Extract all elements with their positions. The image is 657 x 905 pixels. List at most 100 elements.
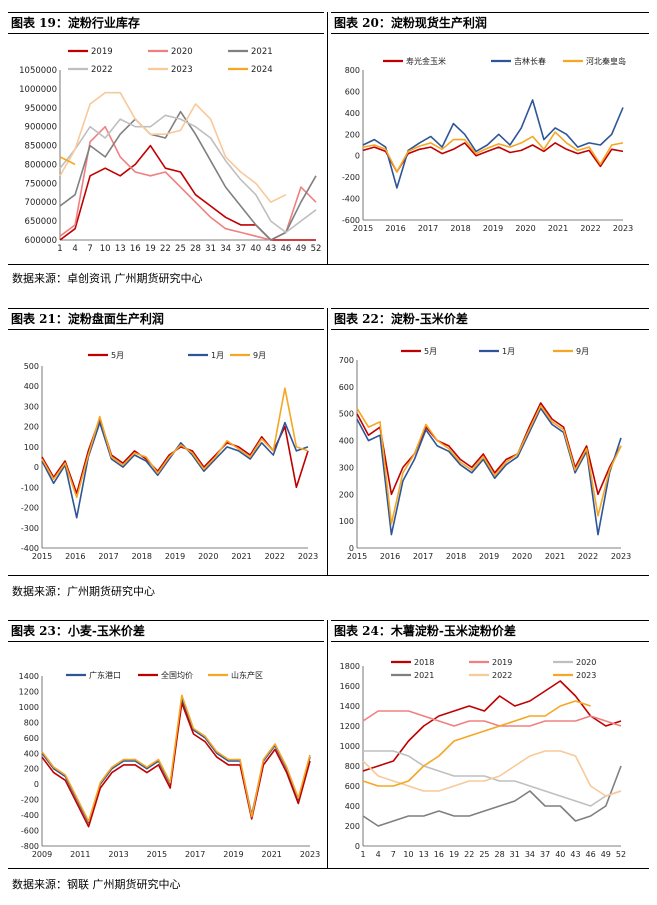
c23-series-广东港口 — [41, 698, 311, 824]
c20-series-河北秦皇岛 — [362, 131, 624, 173]
c22-ytick-label: 700 — [339, 356, 354, 365]
c22-series-9月 — [356, 404, 622, 525]
c23-ytick-label: 1000 — [19, 703, 39, 712]
c22-series-5月 — [356, 402, 622, 496]
c19-xtick-label: 37 — [235, 244, 246, 254]
c21-series-5月 — [41, 417, 309, 495]
c24-xtick-label: 1 — [360, 850, 365, 859]
c22-xtick-label: 2019 — [479, 552, 499, 561]
c24-xtick-label: 49 — [601, 850, 611, 859]
c24-xtick-label: 31 — [510, 850, 520, 859]
c23-ytick-label: 0 — [34, 780, 39, 789]
row3-bottom-rule — [8, 868, 649, 869]
c22-ytick-label: 500 — [339, 410, 354, 419]
c19-legend-label: 2020 — [171, 47, 193, 57]
c19-ytick-label: 700000 — [25, 198, 57, 208]
c19-xtick-label: 13 — [115, 244, 126, 254]
c22-legend-label: 1月 — [502, 347, 515, 356]
c19-xtick-label: 22 — [160, 244, 171, 254]
chart-20: -600 -400 -200 0 200 400 600 800 2015 2016 2017 201… — [342, 56, 633, 233]
c19-legend-label: 2021 — [251, 47, 273, 57]
c21-legend-label: 9月 — [253, 351, 266, 360]
c21-ytick-label: 300 — [24, 402, 39, 411]
c21-xtick-label: 2021 — [231, 552, 251, 561]
chart-19-header: 图表 19：淀粉行业库存 — [8, 12, 324, 34]
c19-xtick-label: 4 — [72, 244, 77, 254]
c24-legend-label: 2018 — [414, 658, 434, 667]
c21-xtick-label: 2022 — [265, 552, 285, 561]
c24-ytick-label: 1800 — [340, 662, 360, 671]
c23-xtick-label: 2015 — [147, 850, 167, 859]
c22-ytick-label: 200 — [339, 490, 354, 499]
c23-ytick-label: -600 — [21, 827, 39, 836]
c24-ytick-label: 200 — [345, 822, 360, 831]
c19-ytick-label: 850000 — [25, 142, 57, 152]
c24-legend-label: 2019 — [492, 658, 512, 667]
c19-ytick-label: 800000 — [25, 160, 57, 170]
c20-ytick-label: 0 — [355, 152, 360, 161]
c24-xtick-label: 19 — [449, 850, 459, 859]
c22-ytick-label: 400 — [339, 437, 354, 446]
c20-xtick-label: 2018 — [450, 224, 470, 233]
c24-series-2023 — [362, 700, 591, 787]
c22-ytick-label: 600 — [339, 383, 354, 392]
c24-ytick-label: 1000 — [340, 742, 360, 751]
c19-xtick-label: 1 — [57, 244, 62, 254]
c20-ytick-label: 400 — [345, 109, 360, 118]
c24-series-2022 — [362, 750, 622, 797]
c24-legend-label: 2022 — [492, 671, 512, 680]
c20-xtick-label: 2020 — [515, 224, 535, 233]
row2-divider — [327, 308, 328, 575]
chart-23-header: 图表 23：小麦-玉米价差 — [8, 620, 324, 642]
c24-xtick-label: 46 — [586, 850, 596, 859]
c21-ytick-label: -200 — [21, 504, 39, 513]
c24-ytick-label: 0 — [355, 842, 360, 851]
c24-xtick-label: 25 — [479, 850, 489, 859]
c23-xtick-label: 2019 — [223, 850, 243, 859]
source-row2: 数据来源：广州期货研究中心 — [12, 585, 155, 598]
c19-legend-label: 2019 — [91, 47, 113, 57]
c19-legend-label: 2024 — [251, 65, 273, 75]
row1-bottom-rule — [8, 264, 649, 265]
c21-ytick-label: -400 — [21, 544, 39, 553]
c20-ytick-label: -600 — [342, 216, 360, 225]
c20-xtick-label: 2021 — [548, 224, 568, 233]
c23-ytick-label: 600 — [24, 734, 39, 743]
c19-xtick-label: 40 — [250, 244, 261, 254]
c19-xtick-label: 19 — [145, 244, 156, 254]
c19-ytick-label: 900000 — [25, 123, 57, 133]
c23-ytick-label: -200 — [21, 796, 39, 805]
c22-ytick-label: 0 — [349, 544, 354, 553]
c23-xtick-label: 2009 — [32, 850, 52, 859]
c20-ytick-label: -400 — [342, 195, 360, 204]
source-row3: 数据来源：钢联 广州期货研究中心 — [12, 878, 181, 891]
c24-series-2018 — [362, 680, 622, 772]
c19-xtick-label: 43 — [265, 244, 276, 254]
c19-ytick-label: 750000 — [25, 179, 57, 189]
c24-ytick-label: 600 — [345, 782, 360, 791]
c24-xtick-label: 7 — [391, 850, 396, 859]
c23-ytick-label: -800 — [21, 842, 39, 851]
c24-ytick-label: 800 — [345, 762, 360, 771]
chart-20-header: 图表 20：淀粉现货生产利润 — [331, 12, 649, 34]
c23-ytick-label: 1400 — [19, 672, 39, 681]
chart-22: 0 100 200 300 400 500 600 700 2015 2016 2017 2018 20… — [339, 347, 631, 561]
c23-legend-label: 全国均价 — [161, 670, 193, 680]
c24-xtick-label: 4 — [376, 850, 381, 859]
c22-xtick-label: 2016 — [380, 552, 400, 561]
c21-legend-label: 5月 — [111, 351, 124, 360]
c23-ytick-label: 400 — [24, 749, 39, 758]
c21-ytick-label: 400 — [24, 382, 39, 391]
c24-xtick-label: 40 — [555, 850, 565, 859]
c19-xtick-label: 46 — [280, 244, 291, 254]
c23-xtick-label: 2021 — [262, 850, 282, 859]
c24-xtick-label: 43 — [570, 850, 580, 859]
row3-divider — [327, 620, 328, 868]
c22-xtick-label: 2023 — [611, 552, 631, 561]
c24-xtick-label: 10 — [403, 850, 413, 859]
c20-series-寿光金玉米 — [362, 142, 624, 173]
c23-legend-label: 广东港口 — [89, 670, 121, 680]
c19-ytick-label: 1050000 — [19, 66, 57, 76]
c21-xtick-label: 2016 — [65, 552, 85, 561]
chart-22-header: 图表 22：淀粉-玉米价差 — [331, 308, 649, 330]
